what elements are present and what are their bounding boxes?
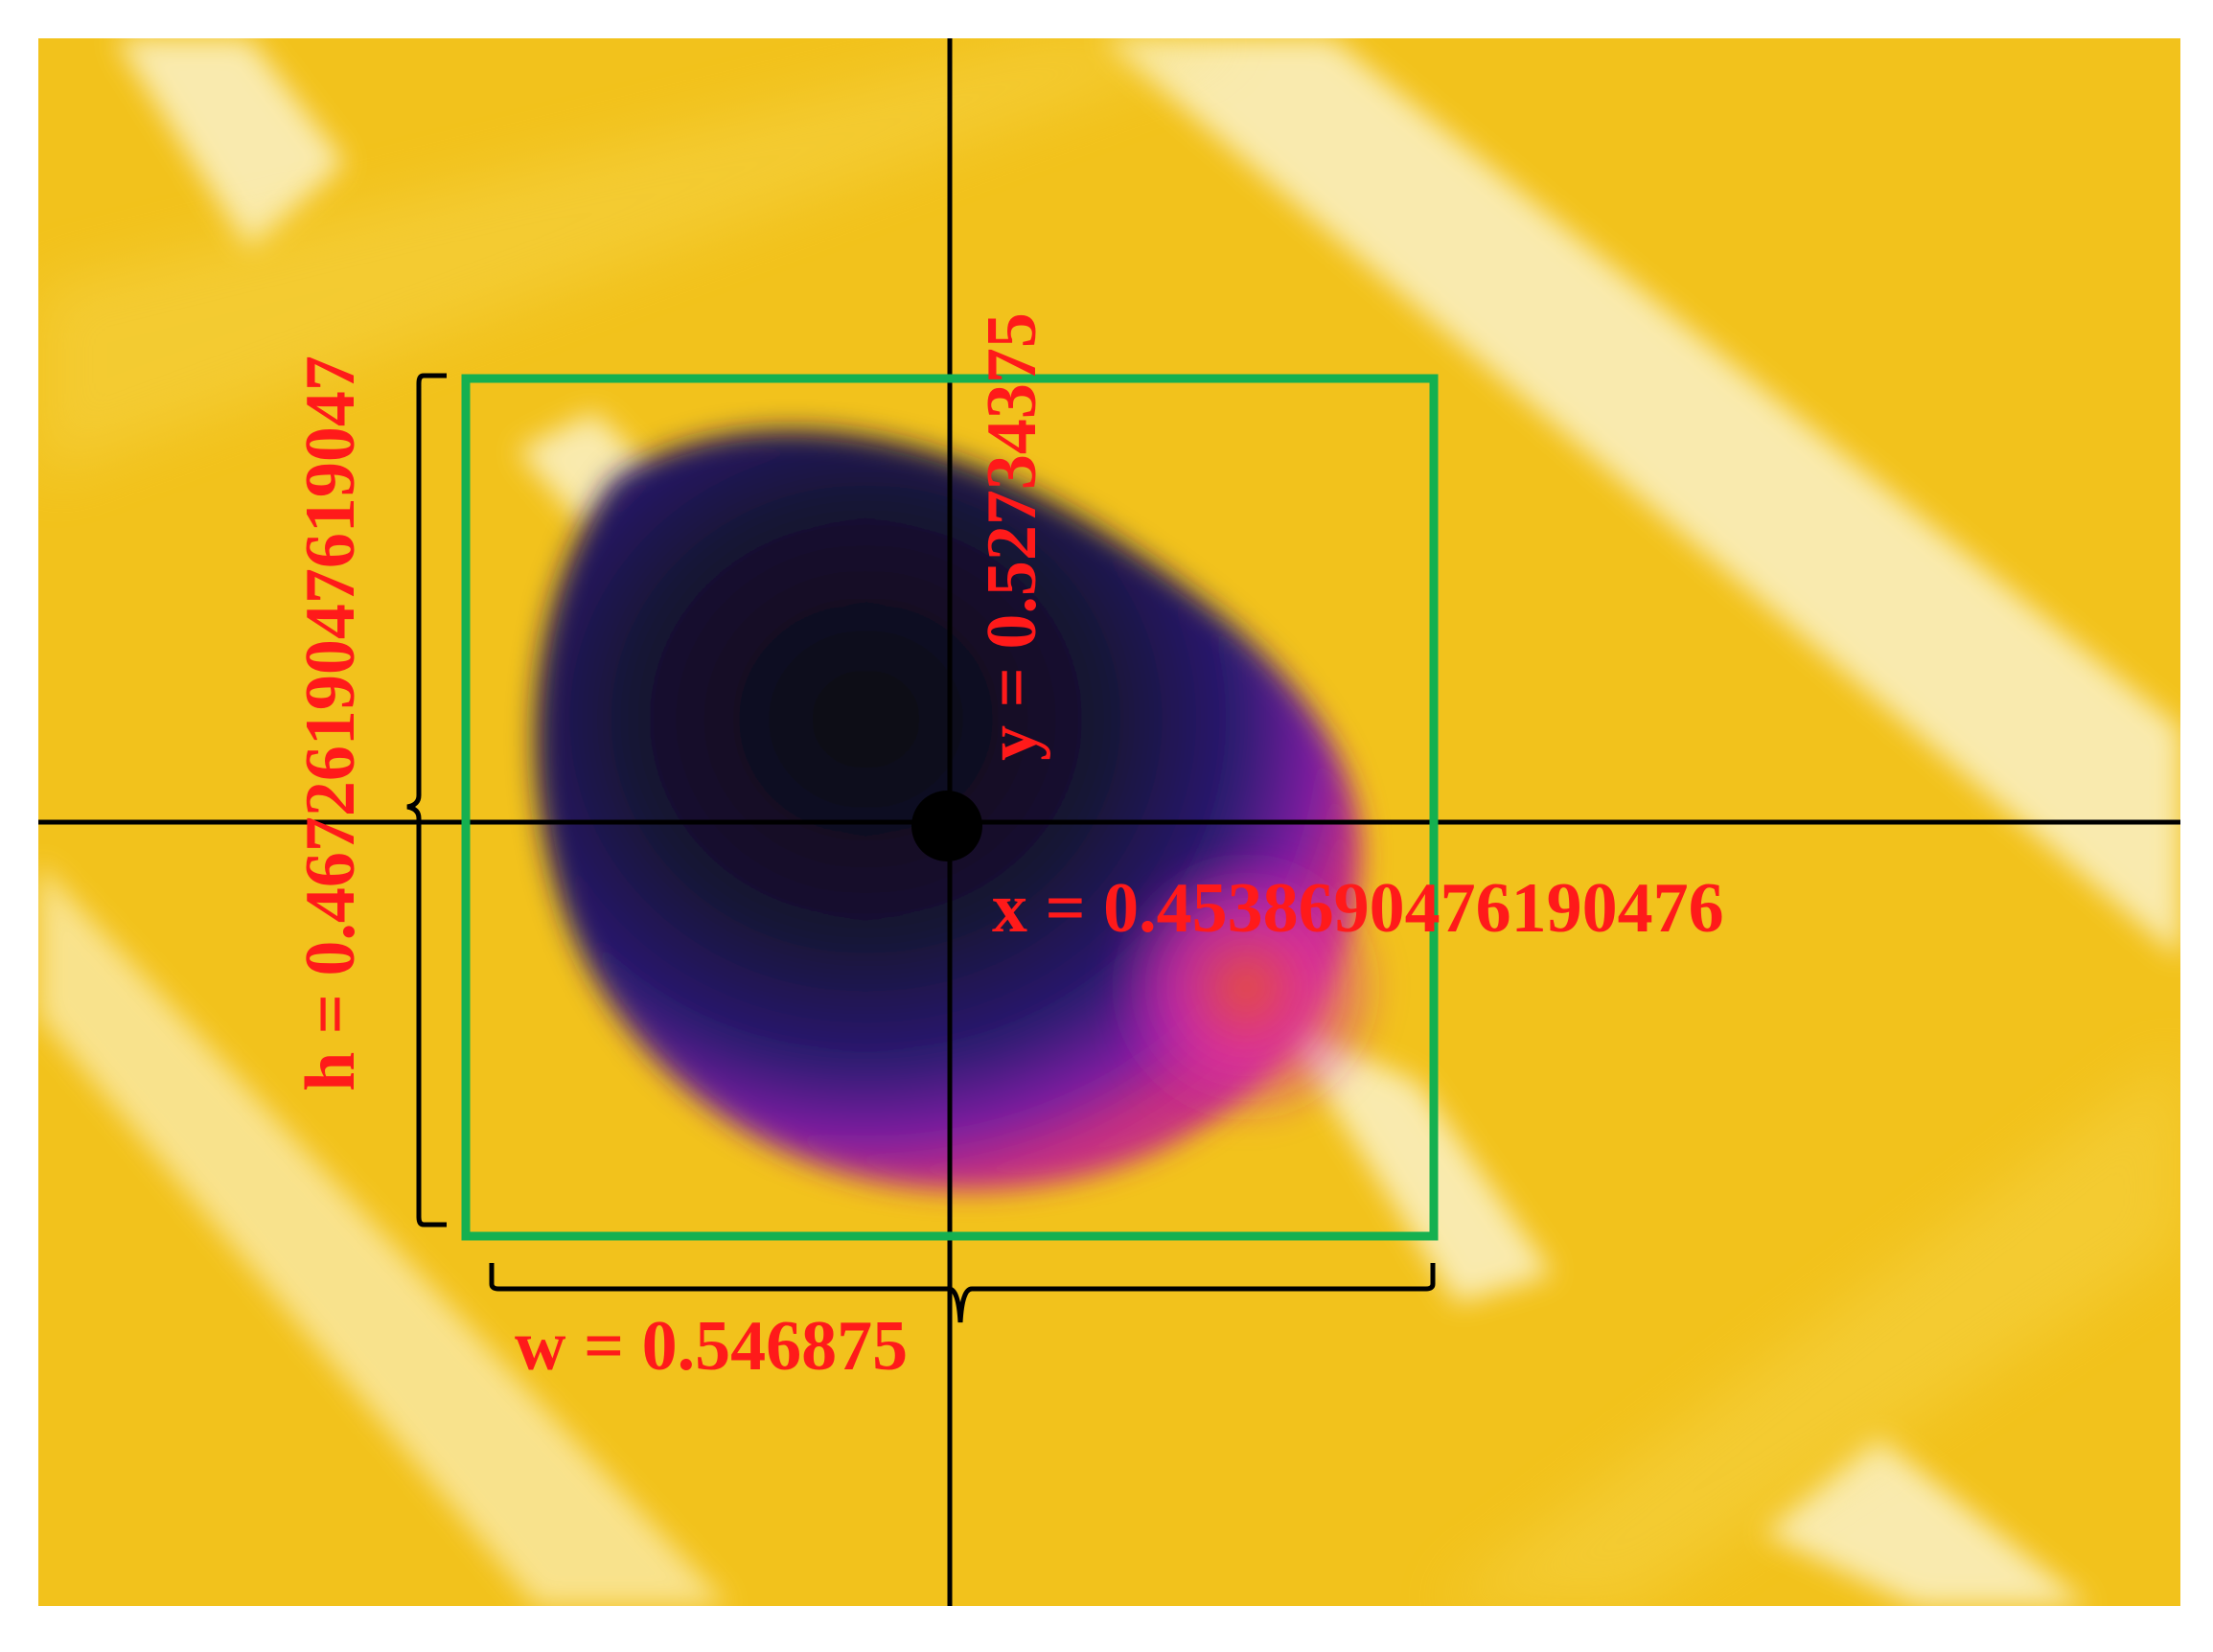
x-label: x = 0.4538690476190476 bbox=[992, 869, 1724, 948]
w-label: w = 0.546875 bbox=[515, 1307, 908, 1386]
bounding-box bbox=[461, 374, 1439, 1241]
height-bracket bbox=[406, 373, 447, 1228]
h-label: h = 0.4672619047619047 bbox=[291, 356, 370, 1091]
y-label: y = 0.52734375 bbox=[973, 312, 1051, 761]
width-bracket bbox=[489, 1263, 1436, 1323]
center-point bbox=[911, 791, 982, 861]
